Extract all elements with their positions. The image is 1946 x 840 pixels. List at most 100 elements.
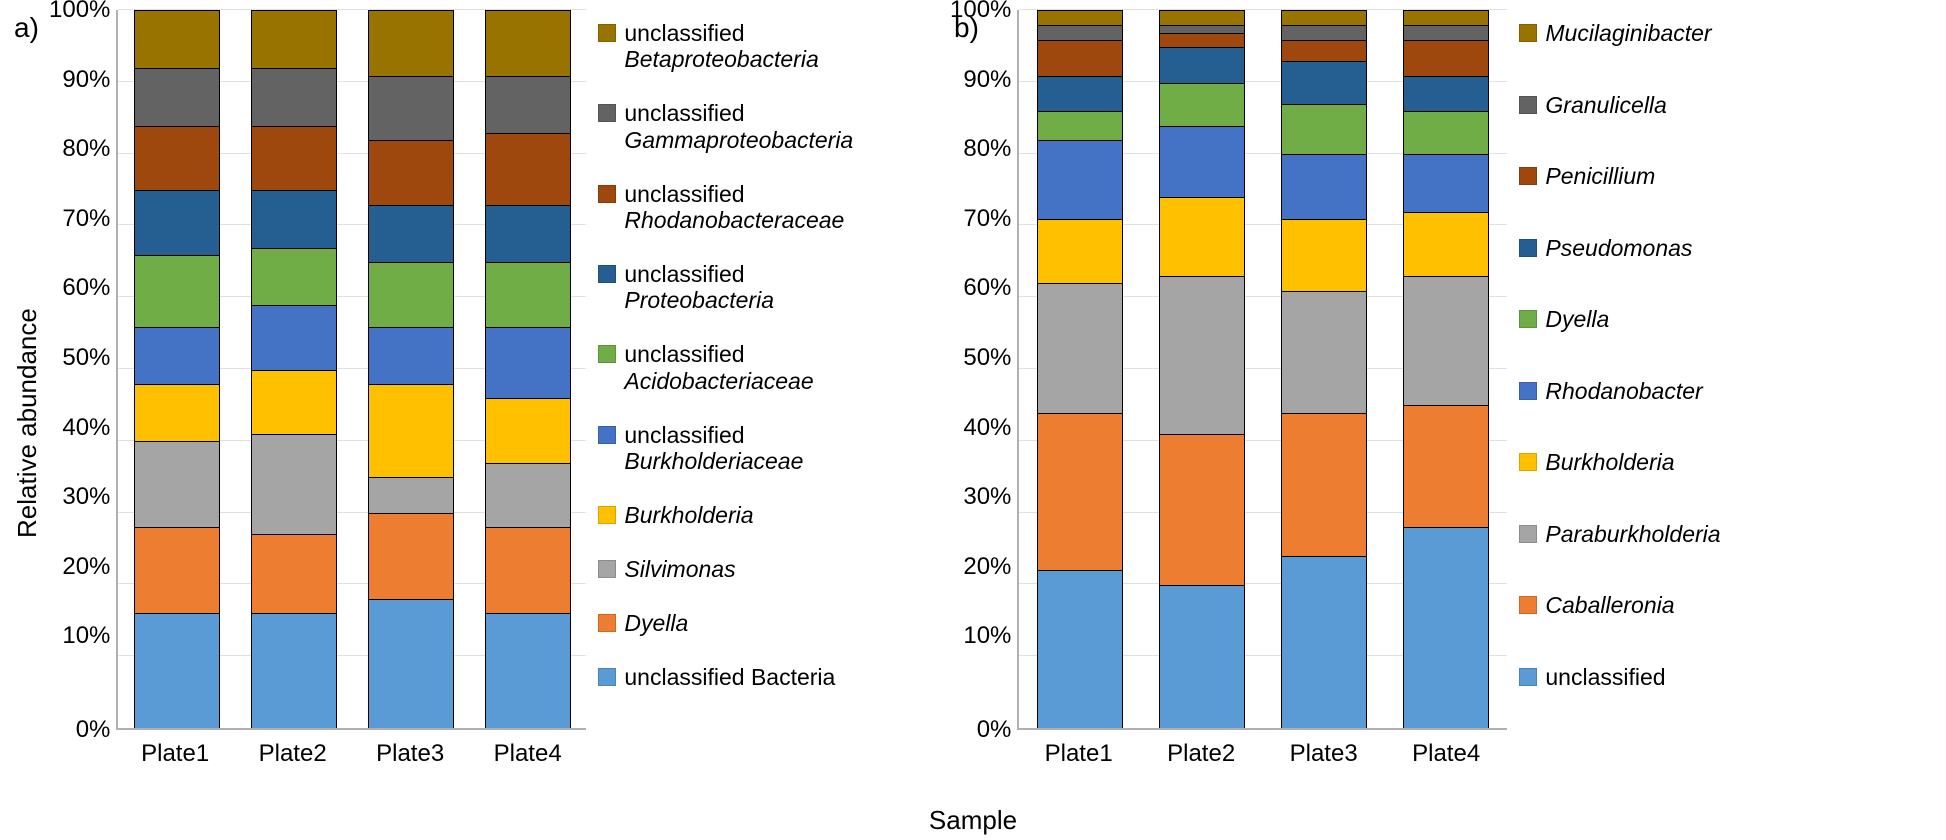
segment-burkholderia xyxy=(369,384,453,477)
segment-unclassified_burkholderiaceae xyxy=(252,305,336,370)
segment-unclassified_betaproteobacteria xyxy=(369,11,453,76)
segment-dyella xyxy=(252,534,336,613)
segment-silvimonas xyxy=(252,434,336,534)
segment-burkholderia xyxy=(1160,197,1244,276)
legend-label: Silvimonas xyxy=(624,556,735,582)
panel-a-label: a) xyxy=(14,12,39,44)
segment-unclassified xyxy=(1160,585,1244,728)
segment-unclassified_proteobacteria xyxy=(486,205,570,262)
xaxis-title: Sample xyxy=(873,801,1073,836)
legend-label: Burkholderia xyxy=(1545,449,1674,475)
segment-rhodanobacter xyxy=(1160,126,1244,198)
ytick-label: 90% xyxy=(62,68,110,92)
legend-item-rhodanobacter: Rhodanobacter xyxy=(1519,378,1720,404)
legend-label: unclassified Gammaproteobacteria xyxy=(624,100,844,153)
segment-rhodanobacter xyxy=(1038,140,1122,219)
segment-unclassified_bacteria xyxy=(369,599,453,728)
legend-swatch xyxy=(598,24,616,42)
segment-dyella xyxy=(486,527,570,613)
panel-a-legend: unclassified Betaproteobacteria unclassif… xyxy=(586,10,844,730)
panel-b: b) 100%90%80%70%60%50%40%30%20%10%0% Pla… xyxy=(950,10,1930,836)
legend-swatch xyxy=(598,668,616,686)
bar-plate1 xyxy=(1037,10,1123,728)
segment-mucilaginibacter xyxy=(1282,11,1366,25)
legend-swatch xyxy=(1519,668,1537,686)
segment-unclassified_gammaproteobacteria xyxy=(369,76,453,141)
panel-a-plot xyxy=(116,10,586,730)
segment-pseudomonas xyxy=(1038,76,1122,112)
panel-a-xticks: Plate1Plate2Plate3Plate4 xyxy=(116,730,586,768)
legend-item-penicillium: Penicillium xyxy=(1519,163,1720,189)
legend-item-unclassified_bacteria: unclassified Bacteria xyxy=(598,664,844,690)
legend-swatch xyxy=(598,614,616,632)
segment-granulicella xyxy=(1160,25,1244,32)
segment-mucilaginibacter xyxy=(1404,11,1488,25)
segment-unclassified_gammaproteobacteria xyxy=(252,68,336,125)
legend-item-unclassified_proteobacteria: unclassified Proteobacteria xyxy=(598,261,844,314)
segment-burkholderia xyxy=(486,398,570,463)
panel-b-xticks: Plate1Plate2Plate3Plate4 xyxy=(1017,730,1507,768)
segment-unclassified_rhodanobacteraceae xyxy=(135,126,219,191)
ytick-label: 100% xyxy=(950,0,1011,22)
ytick-label: 30% xyxy=(62,485,110,509)
legend-label: Mucilaginibacter xyxy=(1545,20,1711,46)
xtick-label: Plate1 xyxy=(141,740,209,768)
ytick-label: 50% xyxy=(963,346,1011,370)
ytick-label: 80% xyxy=(963,137,1011,161)
ytick-label: 40% xyxy=(62,416,110,440)
segment-burkholderia xyxy=(135,384,219,441)
panel-b-yticks: 100%90%80%70%60%50%40%30%20%10%0% xyxy=(950,10,1017,730)
xtick-label: Plate3 xyxy=(1290,740,1358,768)
segment-unclassified_rhodanobacteraceae xyxy=(252,126,336,191)
legend-label: Dyella xyxy=(1545,306,1609,332)
legend-swatch xyxy=(1519,525,1537,543)
legend-label: unclassified Acidobacteriaceae xyxy=(624,341,844,394)
legend-label: unclassified Betaproteobacteria xyxy=(624,20,844,73)
segment-unclassified_acidobacteriaceae xyxy=(252,248,336,305)
segment-paraburkholderia xyxy=(1160,276,1244,434)
legend-item-unclassified_betaproteobacteria: unclassified Betaproteobacteria xyxy=(598,20,844,73)
figure: a) Relative abundance 100%90%80%70%60%50… xyxy=(10,10,1936,836)
segment-unclassified_acidobacteriaceae xyxy=(486,262,570,327)
ytick-label: 50% xyxy=(62,346,110,370)
legend-item-granulicella: Granulicella xyxy=(1519,92,1720,118)
xtick-label: Plate1 xyxy=(1045,740,1113,768)
segment-unclassified_gammaproteobacteria xyxy=(135,68,219,125)
bar-plate4 xyxy=(1403,10,1489,728)
segment-unclassified_proteobacteria xyxy=(252,190,336,247)
segment-unclassified xyxy=(1038,570,1122,728)
ytick-label: 10% xyxy=(62,624,110,648)
legend-swatch xyxy=(598,104,616,122)
legend-swatch xyxy=(598,426,616,444)
segment-pseudomonas xyxy=(1160,47,1244,83)
ytick-label: 80% xyxy=(62,137,110,161)
bar-plate4 xyxy=(485,10,571,728)
legend-label: unclassified xyxy=(1545,664,1665,690)
segment-unclassified_acidobacteriaceae xyxy=(135,255,219,327)
segment-unclassified_burkholderiaceae xyxy=(369,327,453,384)
segment-rhodanobacter xyxy=(1282,154,1366,219)
segment-silvimonas xyxy=(369,477,453,513)
bar-plate3 xyxy=(368,10,454,728)
legend-item-unclassified_burkholderiaceae: unclassified Burkholderiaceae xyxy=(598,422,844,475)
legend-label: unclassified Bacteria xyxy=(624,664,835,690)
segment-dyella xyxy=(1038,111,1122,140)
legend-label: Penicillium xyxy=(1545,163,1655,189)
legend-label: Caballeronia xyxy=(1545,592,1674,618)
segment-burkholderia xyxy=(1404,212,1488,277)
segment-penicillium xyxy=(1038,40,1122,76)
segment-unclassified_betaproteobacteria xyxy=(486,11,570,76)
segment-unclassified_burkholderiaceae xyxy=(486,327,570,399)
segment-unclassified_acidobacteriaceae xyxy=(369,262,453,327)
legend-swatch xyxy=(598,265,616,283)
segment-granulicella xyxy=(1038,25,1122,39)
legend-swatch xyxy=(1519,24,1537,42)
segment-rhodanobacter xyxy=(1404,154,1488,211)
legend-item-dyella: Dyella xyxy=(1519,306,1720,332)
ytick-label: 90% xyxy=(963,68,1011,92)
legend-item-burkholderia: Burkholderia xyxy=(1519,449,1720,475)
panel-b-chart-row: 100%90%80%70%60%50%40%30%20%10%0% Plate1… xyxy=(950,10,1930,836)
legend-swatch xyxy=(598,506,616,524)
panel-b-plot-wrap: Plate1Plate2Plate3Plate4 xyxy=(1017,10,1507,836)
ytick-label: 20% xyxy=(62,555,110,579)
